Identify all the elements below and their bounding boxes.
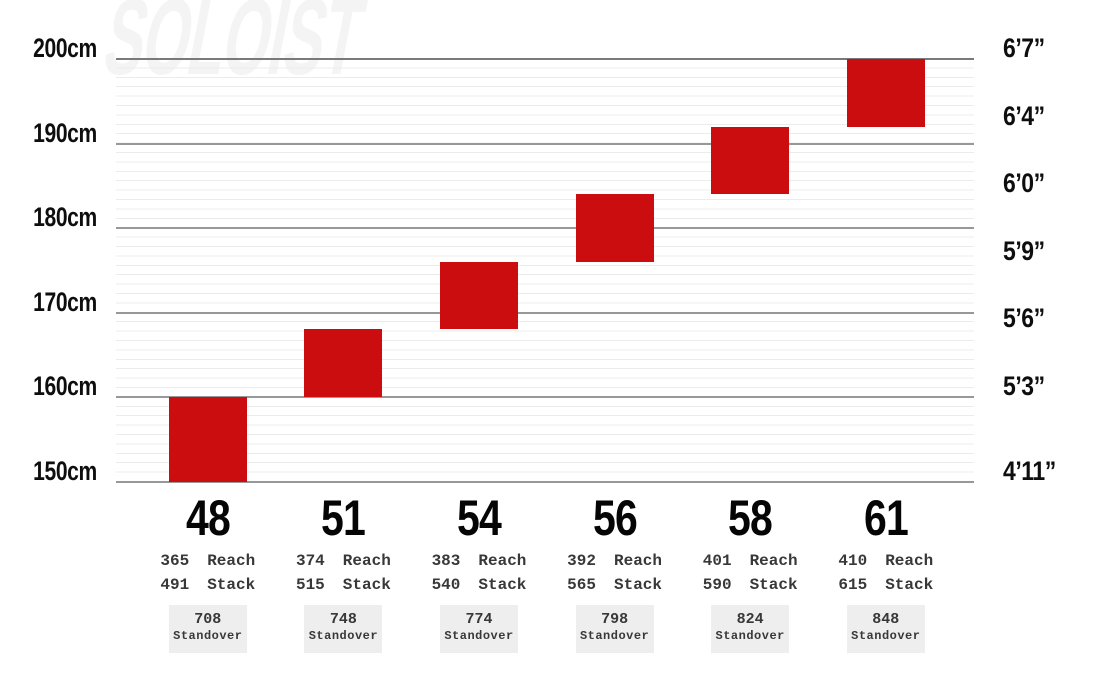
stack-value: 615 <box>838 576 868 594</box>
standover-box: 708 Standover <box>168 605 247 653</box>
standover-box: 748 Standover <box>304 605 383 653</box>
standover-value: 748 <box>329 611 357 628</box>
standover-box: 774 Standover <box>440 605 518 653</box>
reach-label: Reach <box>207 552 256 570</box>
reach-value: 383 <box>431 552 461 570</box>
size-block <box>846 59 925 127</box>
stack-label: Stack <box>478 576 527 594</box>
standover-label: Standover <box>444 629 514 643</box>
stack-row: 540 Stack <box>414 575 544 595</box>
gridline-major <box>116 396 974 398</box>
grid-minor-lines <box>116 59 974 482</box>
reach-row: 410 Reach <box>821 551 951 571</box>
reach-value: 410 <box>838 552 868 570</box>
gridline-major <box>116 480 974 483</box>
reach-row: 383 Reach <box>414 551 544 571</box>
stack-value: 491 <box>160 576 190 594</box>
size-block <box>711 126 790 195</box>
reach-value: 401 <box>702 552 732 570</box>
standover-value: 848 <box>872 611 900 628</box>
axis-label-left: 200cm <box>33 33 97 63</box>
axis-label-left: 190cm <box>33 117 97 148</box>
reach-label: Reach <box>749 552 798 570</box>
standover-value: 824 <box>736 611 764 628</box>
reach-value: 374 <box>295 552 325 570</box>
gridline-major <box>116 58 974 60</box>
axis-label-right: 5’9” <box>1003 235 1045 266</box>
standover-box: 848 Standover <box>846 605 925 653</box>
size-number: 56 <box>592 490 638 546</box>
standover-box: 798 Standover <box>575 605 654 653</box>
axis-label-left: 170cm <box>33 286 97 317</box>
stack-label: Stack <box>613 576 662 594</box>
reach-label: Reach <box>885 552 934 570</box>
stack-label: Stack <box>749 576 798 594</box>
axis-label-right: 6’4” <box>1003 100 1045 131</box>
stack-row: 590 Stack <box>685 575 815 595</box>
gridline-major <box>116 142 974 145</box>
reach-value: 392 <box>567 552 596 570</box>
reach-label: Reach <box>613 552 662 570</box>
reach-label: Reach <box>478 552 527 570</box>
stack-row: 491 Stack <box>143 575 273 595</box>
axis-label-left: 150cm <box>33 455 97 486</box>
reach-label: Reach <box>342 552 391 570</box>
axis-label-right: 6’7” <box>1003 33 1045 63</box>
axis-label-right: 5’3” <box>1003 371 1045 401</box>
reach-row: 365 Reach <box>143 551 273 571</box>
standover-label: Standover <box>715 629 785 643</box>
standover-box: 824 Standover <box>711 605 790 653</box>
size-number: 48 <box>185 490 231 546</box>
size-block <box>575 194 654 262</box>
stack-label: Stack <box>885 576 934 594</box>
standover-label: Standover <box>308 629 379 643</box>
reach-row: 392 Reach <box>550 551 680 571</box>
reach-value: 365 <box>160 552 190 570</box>
standover-label: Standover <box>173 629 243 643</box>
standover-label: Standover <box>851 629 921 643</box>
size-block <box>440 261 518 330</box>
stack-label: Stack <box>207 576 256 594</box>
stack-value: 590 <box>702 576 732 594</box>
stack-row: 615 Stack <box>821 575 951 595</box>
size-number: 51 <box>321 490 366 546</box>
size-number: 54 <box>457 490 502 546</box>
size-block <box>168 397 247 482</box>
standover-value: 774 <box>465 611 493 628</box>
standover-label: Standover <box>579 629 650 643</box>
axis-label-left: 160cm <box>33 371 97 401</box>
axis-label-right: 5’6” <box>1003 303 1045 334</box>
stack-value: 515 <box>295 576 325 594</box>
axis-label-left: 180cm <box>33 202 97 232</box>
stack-row: 515 Stack <box>278 575 408 595</box>
size-number: 58 <box>728 490 773 546</box>
reach-row: 401 Reach <box>685 551 815 571</box>
axis-label-right: 4’11” <box>1003 455 1056 486</box>
axis-label-right: 6’0” <box>1003 168 1045 199</box>
stack-label: Stack <box>342 576 391 594</box>
stack-value: 540 <box>431 576 461 594</box>
stack-row: 565 Stack <box>550 575 680 595</box>
standover-value: 798 <box>601 611 629 628</box>
gridline-major <box>116 311 974 314</box>
reach-row: 374 Reach <box>278 551 408 571</box>
size-number: 61 <box>863 490 909 546</box>
gridline-major <box>116 227 974 229</box>
size-block <box>304 329 383 397</box>
standover-value: 708 <box>194 611 222 628</box>
stack-value: 565 <box>567 576 596 594</box>
